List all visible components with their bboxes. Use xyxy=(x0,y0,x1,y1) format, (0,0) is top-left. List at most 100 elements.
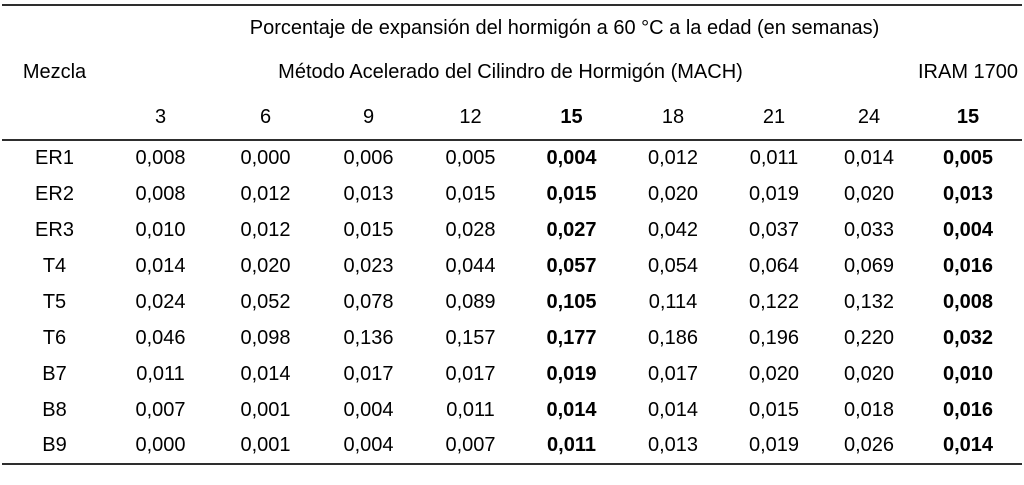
cell-value: 0,020 xyxy=(240,254,291,277)
table-row: ER2 0,008 0,012 0,013 0,015 0,015 0,020 0,019 0,… xyxy=(2,176,1022,212)
week-header-21: 21 xyxy=(724,95,824,141)
cell-value: 0,008 xyxy=(135,147,186,169)
title-row-spacer xyxy=(2,5,107,50)
cell-value: 0,011 xyxy=(749,147,799,169)
cell-value: 0,220 xyxy=(843,326,895,349)
cell-value: 0,019 xyxy=(748,182,800,205)
cell-value: 0,014 xyxy=(843,147,895,169)
group-header-row: Mezcla Método Acelerado del Cilindro de … xyxy=(2,50,1022,95)
cell-value: 0,015 xyxy=(748,398,800,421)
table-row: ER3 0,010 0,012 0,015 0,028 0,027 0,042 0,037 0,… xyxy=(2,212,1022,248)
row-label-mezcla: ER1 xyxy=(35,147,74,169)
week-header-18: 18 xyxy=(622,95,724,141)
cell-value-iram: 0,010 xyxy=(943,362,994,385)
table-row: B8 0,007 0,001 0,004 0,011 0,014 0,014 0,015 0,0… xyxy=(2,392,1022,428)
cell-value: 0,004 xyxy=(546,147,597,169)
cell-value: 0,001 xyxy=(240,398,291,421)
row-label-mezcla: B8 xyxy=(42,398,67,421)
cell-value: 0,069 xyxy=(843,254,895,277)
cell-value: 0,015 xyxy=(343,218,394,241)
cell-value: 0,028 xyxy=(445,218,496,241)
cell-value: 0,177 xyxy=(546,326,597,349)
cell-value: 0,196 xyxy=(748,326,800,349)
cell-value: 0,136 xyxy=(343,326,394,349)
cell-value: 0,005 xyxy=(445,147,496,169)
week-header-24: 24 xyxy=(824,95,914,141)
cell-value-iram: 0,008 xyxy=(943,290,994,313)
cell-value: 0,000 xyxy=(240,147,291,169)
cell-value: 0,013 xyxy=(647,434,699,456)
week-header-spacer xyxy=(2,95,107,141)
cell-value: 0,018 xyxy=(843,398,895,421)
cell-value: 0,044 xyxy=(445,254,496,277)
cell-value: 0,020 xyxy=(647,182,699,205)
cell-value: 0,007 xyxy=(135,398,186,421)
cell-value: 0,122 xyxy=(748,290,800,313)
cell-value: 0,186 xyxy=(647,326,699,349)
cell-value: 0,114 xyxy=(648,290,698,313)
cell-value: 0,001 xyxy=(240,434,291,456)
cell-value: 0,098 xyxy=(240,326,291,349)
cell-value: 0,017 xyxy=(647,362,699,385)
cell-value: 0,019 xyxy=(748,434,800,456)
table-row: ER1 0,008 0,000 0,006 0,005 0,004 0,012 0,011 0,… xyxy=(2,140,1022,176)
cell-value: 0,023 xyxy=(343,254,394,277)
cell-value-iram: 0,005 xyxy=(943,147,994,169)
week-header-9: 9 xyxy=(317,95,420,141)
week-header-12: 12 xyxy=(420,95,521,141)
cell-value: 0,017 xyxy=(445,362,496,385)
cell-value: 0,024 xyxy=(135,290,186,313)
column-group-iram: IRAM 1700 xyxy=(918,61,1019,83)
iram-week-header-15: 15 xyxy=(914,95,1023,141)
table-row: T5 0,024 0,052 0,078 0,089 0,105 0,114 0,122 0,1… xyxy=(2,284,1022,320)
cell-value: 0,010 xyxy=(135,218,186,241)
week-header-15: 15 xyxy=(521,95,622,141)
cell-value: 0,014 xyxy=(647,398,699,421)
cell-value: 0,000 xyxy=(135,434,186,456)
cell-value: 0,011 xyxy=(136,362,185,385)
cell-value: 0,157 xyxy=(445,326,496,349)
cell-value: 0,017 xyxy=(343,362,394,385)
cell-value: 0,052 xyxy=(240,290,291,313)
title-row: Porcentaje de expansión del hormigón a 6… xyxy=(2,5,1022,50)
row-label-mezcla: B7 xyxy=(42,362,67,385)
table-row: T4 0,014 0,020 0,023 0,044 0,057 0,054 0,064 0,0… xyxy=(2,248,1022,284)
row-label-mezcla: ER3 xyxy=(35,218,74,241)
cell-value-iram: 0,016 xyxy=(943,398,994,421)
cell-value: 0,037 xyxy=(748,218,800,241)
cell-value: 0,020 xyxy=(843,182,895,205)
cell-value: 0,015 xyxy=(546,182,597,205)
table-row: B7 0,011 0,014 0,017 0,017 0,019 0,017 0,020 0,0… xyxy=(2,356,1022,392)
cell-value-iram: 0,004 xyxy=(943,218,994,241)
cell-value: 0,011 xyxy=(446,398,495,421)
cell-value: 0,020 xyxy=(843,362,895,385)
cell-value-iram: 0,032 xyxy=(943,326,994,349)
cell-value: 0,015 xyxy=(445,182,496,205)
column-group-mach: Método Acelerado del Cilindro de Hormigó… xyxy=(278,61,743,83)
expansion-table: Porcentaje de expansión del hormigón a 6… xyxy=(2,4,1023,465)
cell-value: 0,064 xyxy=(748,254,800,277)
cell-value: 0,078 xyxy=(343,290,394,313)
cell-value: 0,033 xyxy=(843,218,895,241)
cell-value: 0,012 xyxy=(240,218,291,241)
cell-value: 0,004 xyxy=(343,398,394,421)
cell-value: 0,105 xyxy=(546,290,597,313)
column-header-mezcla: Mezcla xyxy=(22,61,87,83)
row-label-mezcla: T6 xyxy=(42,326,67,349)
cell-value: 0,042 xyxy=(647,218,699,241)
cell-value: 0,026 xyxy=(843,434,895,456)
cell-value: 0,014 xyxy=(135,254,186,277)
cell-value: 0,012 xyxy=(240,182,291,205)
cell-value: 0,054 xyxy=(647,254,699,277)
cell-value: 0,011 xyxy=(547,434,596,456)
row-label-mezcla: B9 xyxy=(42,434,67,456)
cell-value: 0,027 xyxy=(546,218,597,241)
week-header-row: 3 6 9 12 15 18 21 24 15 xyxy=(2,95,1023,141)
row-label-mezcla: T4 xyxy=(42,254,67,277)
cell-value: 0,132 xyxy=(843,290,895,313)
cell-value: 0,057 xyxy=(546,254,597,277)
cell-value: 0,089 xyxy=(445,290,496,313)
cell-value: 0,020 xyxy=(748,362,800,385)
table-row: T6 0,046 0,098 0,136 0,157 0,177 0,186 0,196 0,2… xyxy=(2,320,1022,356)
